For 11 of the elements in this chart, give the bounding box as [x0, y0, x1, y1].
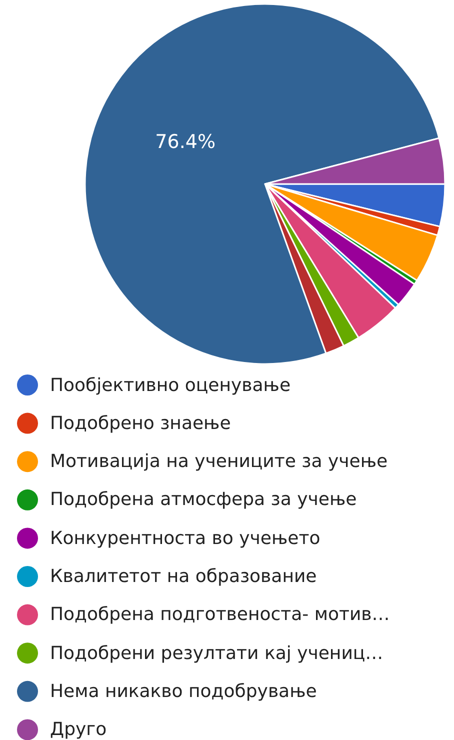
legend-label: Подобрена атмосфера за учење: [50, 489, 357, 510]
legend-label: Нема никакво подобрување: [50, 681, 317, 702]
legend-label: Подобрена подготвеноста- мотив…: [50, 604, 390, 625]
legend-label: Подобрено знаење: [50, 413, 231, 434]
legend-label: Друго: [50, 719, 107, 740]
legend-label: Квалитетот на образование: [50, 566, 317, 587]
legend-label: Подобрени резултати кај учениц…: [50, 643, 384, 664]
legend-label: Конкурентноста во учењето: [50, 528, 320, 549]
data-label: 76.4%: [155, 131, 216, 154]
legend-label: Пообјективно оценување: [50, 375, 291, 396]
legend-label: Мотивација на учениците за учење: [50, 451, 388, 472]
